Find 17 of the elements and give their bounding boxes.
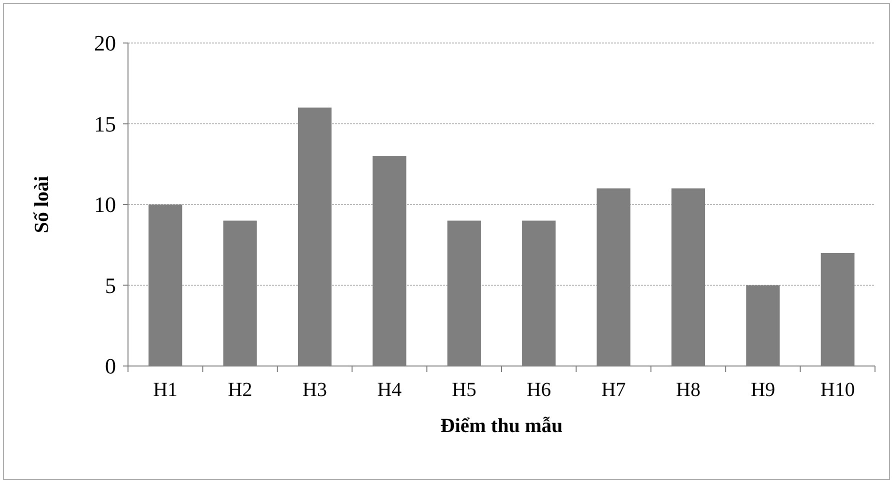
x-tick-label: H4: [377, 379, 402, 401]
y-tick-label: 10: [94, 192, 116, 218]
x-tick-label: H2: [228, 379, 252, 401]
x-tick-label: H5: [452, 379, 476, 401]
y-tick-label: 20: [94, 30, 116, 56]
x-tick-label: H7: [601, 379, 626, 401]
x-tick-label: H3: [302, 379, 327, 401]
y-tick-label: 0: [105, 354, 116, 379]
x-tick-label: H8: [676, 379, 700, 401]
x-tick-label: H1: [153, 379, 178, 401]
y-tick-label: 15: [94, 111, 116, 136]
x-tick-label: H6: [526, 379, 552, 401]
y-tick-label: 5: [105, 272, 116, 298]
y-axis-title: Số loài: [31, 175, 53, 234]
x-tick-label: H10: [820, 379, 855, 401]
x-axis-title: Điểm thu mẫu: [440, 415, 563, 437]
x-tick-label: H9: [750, 379, 776, 401]
